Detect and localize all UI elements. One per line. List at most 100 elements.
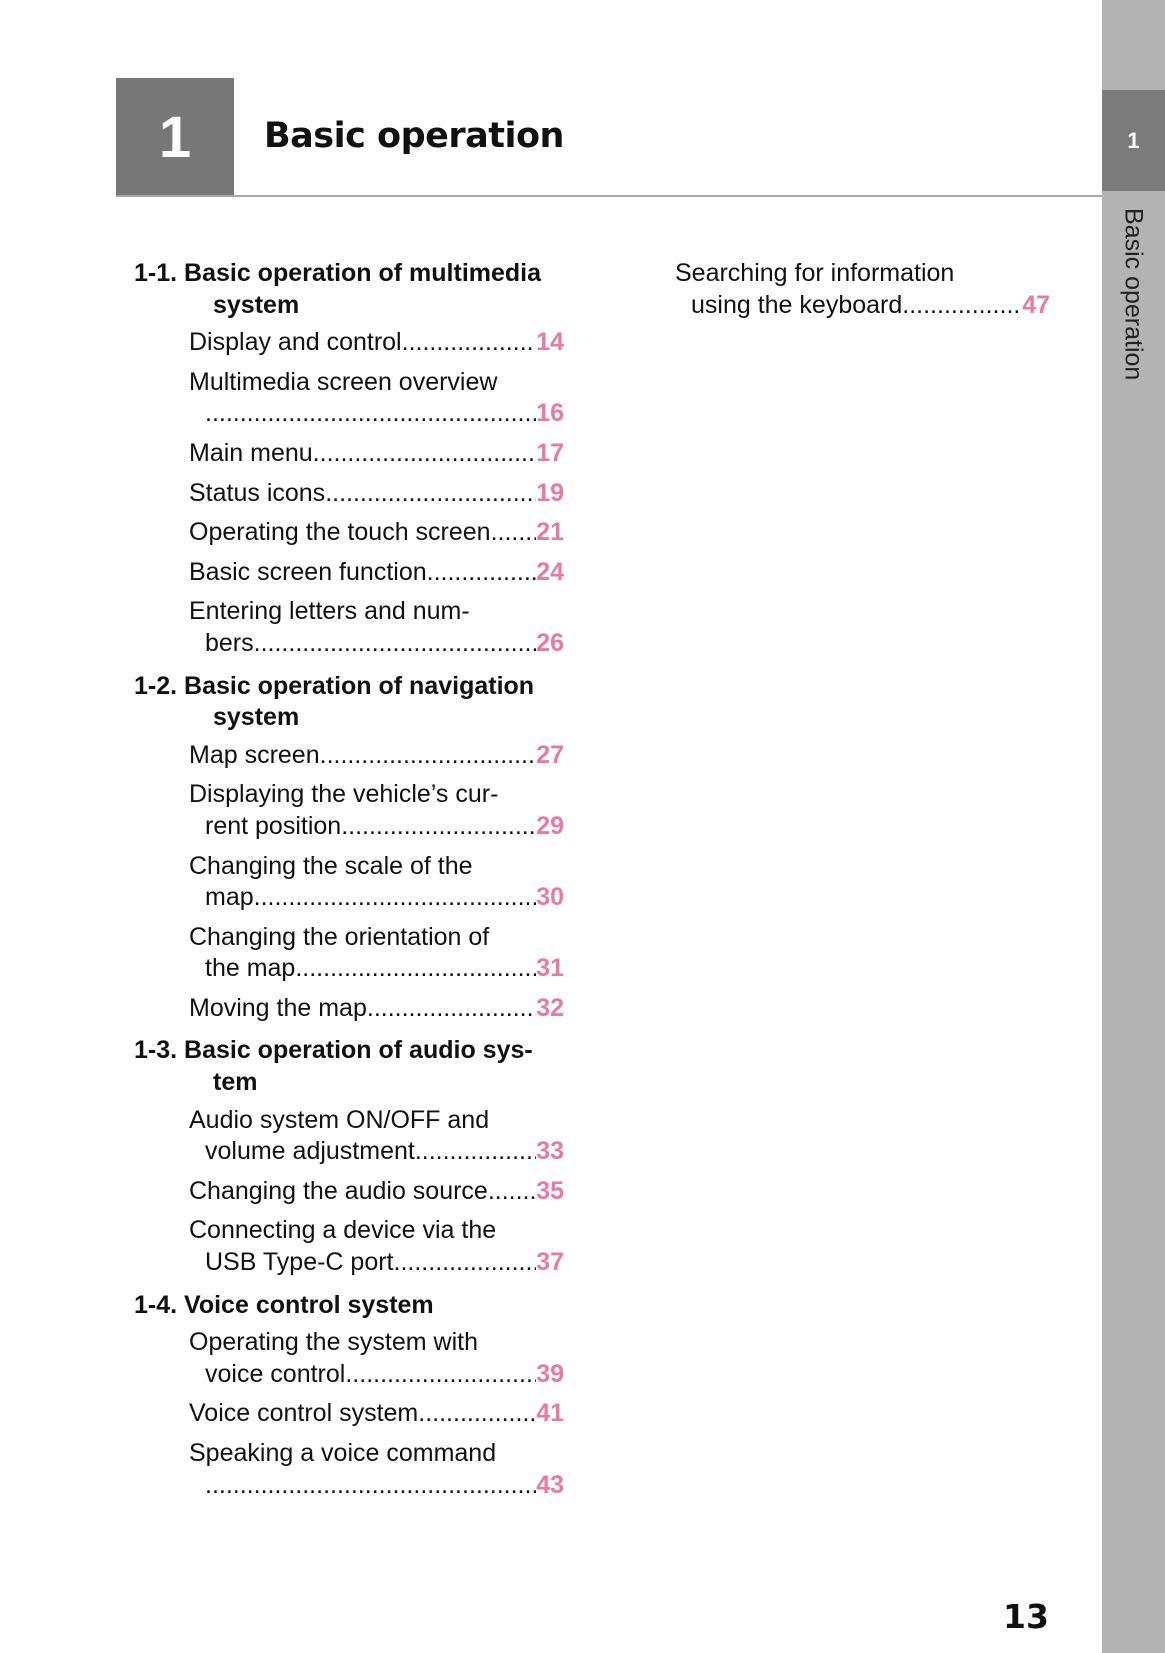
entry-line: Searching for information: [675, 258, 1050, 290]
dot-leader: [367, 993, 536, 1025]
toc-section-heading: 1-4. Voice control system: [134, 1290, 564, 1322]
entry-line: Moving the map 32: [189, 993, 564, 1025]
dot-leader: [427, 557, 537, 589]
entry-line: Operating the touch screen 21: [189, 517, 564, 549]
entry-title: Operating the touch screen: [189, 518, 491, 547]
toc-entry[interactable]: Multimedia screen overview 16: [134, 367, 564, 430]
heading-text: 1-2. Basic operation of navigation: [134, 671, 535, 700]
chapter-title: Basic operation: [264, 116, 564, 156]
page-ref[interactable]: 17: [536, 438, 564, 467]
page-ref[interactable]: 27: [536, 740, 564, 769]
dot-leader: [488, 1176, 536, 1208]
dot-leader: [402, 327, 537, 359]
toc-entry[interactable]: Display and control 14: [134, 327, 564, 359]
page-ref[interactable]: 24: [536, 557, 564, 586]
toc-entry[interactable]: Changing the audio source 35: [134, 1176, 564, 1208]
chapter-tab[interactable]: 1: [1102, 90, 1165, 191]
entry-line-cont: USB Type-C port 37: [189, 1247, 564, 1279]
page-ref[interactable]: 35: [536, 1176, 564, 1205]
toc-entry[interactable]: Voice control system 41: [134, 1398, 564, 1430]
toc-entry[interactable]: Operating the touch screen 21: [134, 517, 564, 549]
entry-line: Map screen 27: [189, 740, 564, 772]
heading-text-cont: tem: [213, 1068, 258, 1097]
dot-leader: [325, 478, 536, 510]
entry-line: Connecting a device via the: [189, 1215, 564, 1247]
entry-line: Main menu 17: [189, 438, 564, 470]
entry-line: Displaying the vehicle’s cur-: [189, 779, 564, 811]
toc-entry[interactable]: Basic screen function 24: [134, 557, 564, 589]
entry-line: Speaking a voice command: [189, 1438, 564, 1470]
page-ref[interactable]: 37: [536, 1248, 564, 1277]
toc-entry[interactable]: Main menu 17: [134, 438, 564, 470]
toc-entry[interactable]: Displaying the vehicle’s cur-rent positi…: [134, 779, 564, 842]
dot-leader: [345, 1359, 536, 1391]
dot-leader: [205, 398, 536, 430]
entry-line-cont: 16: [189, 398, 564, 430]
page-ref[interactable]: 41: [536, 1399, 564, 1428]
page-ref[interactable]: 39: [536, 1359, 564, 1388]
entry-title: Searching for information: [675, 259, 955, 287]
toc-entry[interactable]: Speaking a voice command 43: [134, 1438, 564, 1501]
page-ref[interactable]: 32: [536, 993, 564, 1022]
toc-entry[interactable]: Searching for information using the keybo…: [675, 258, 1050, 321]
entry-line: Audio system ON/OFF and: [189, 1105, 564, 1137]
page-ref[interactable]: 14: [536, 328, 564, 357]
toc-right-column: Searching for information using the keybo…: [675, 258, 1050, 321]
entry-line-cont: voice control 39: [189, 1359, 564, 1391]
entry-title-cont: USB Type-C port: [205, 1248, 394, 1277]
entry-title: Changing the scale of the: [189, 851, 473, 880]
page-ref[interactable]: 47: [1022, 290, 1050, 319]
page-ref[interactable]: 21: [536, 518, 564, 547]
page-ref[interactable]: 43: [536, 1470, 564, 1499]
dot-leader: [394, 1247, 537, 1279]
toc-entry[interactable]: Status icons 19: [134, 478, 564, 510]
page-ref[interactable]: 19: [536, 478, 564, 507]
page-ref[interactable]: 30: [536, 883, 564, 912]
dot-leader: [205, 1470, 536, 1502]
page-ref[interactable]: 16: [536, 399, 564, 428]
entry-title: Map screen: [189, 740, 320, 769]
dot-leader: [341, 811, 536, 843]
entry-title: Voice control system: [189, 1399, 419, 1428]
toc-entry[interactable]: Entering letters and num-bers 26: [134, 596, 564, 659]
entry-title-cont: map: [205, 883, 254, 912]
page-ref[interactable]: 31: [536, 954, 564, 983]
entry-title-cont: volume adjustment: [205, 1137, 415, 1166]
entry-title: Connecting a device via the: [189, 1216, 497, 1245]
toc-entry[interactable]: Changing the scale of the map 30: [134, 851, 564, 914]
heading-text: 1-1. Basic operation of multimedia: [134, 259, 542, 287]
entry-title: Entering letters and num-: [189, 597, 470, 626]
entry-line: Changing the scale of the: [189, 851, 564, 883]
entry-line-cont: volume adjustment 33: [189, 1136, 564, 1168]
dot-leader: [313, 438, 537, 470]
entry-title-cont: rent position: [205, 811, 342, 840]
heading-text-cont: system: [213, 703, 300, 732]
toc-entry[interactable]: Moving the map 32: [134, 993, 564, 1025]
page-ref[interactable]: 33: [536, 1137, 564, 1166]
entry-title-cont: voice control: [205, 1359, 346, 1388]
toc-entry[interactable]: Connecting a device via the USB Type-C po…: [134, 1215, 564, 1278]
heading-text: 1-3. Basic operation of audio sys-: [134, 1036, 533, 1065]
page-ref[interactable]: 26: [536, 628, 564, 657]
entry-line-cont: 43: [189, 1470, 564, 1502]
page-number: 13: [1003, 1597, 1049, 1636]
dot-leader: [254, 628, 537, 660]
page-ref[interactable]: 29: [536, 811, 564, 840]
entry-title: Status icons: [189, 478, 326, 507]
dot-leader: [491, 517, 537, 549]
entry-line: Operating the system with: [189, 1327, 564, 1359]
heading-text: 1-4. Voice control system: [134, 1290, 434, 1319]
chapter-tab-label: Basic operation: [1119, 208, 1148, 381]
entry-title-cont: the map: [205, 954, 296, 983]
entry-line: Changing the orientation of: [189, 922, 564, 954]
toc-entry[interactable]: Map screen 27: [134, 740, 564, 772]
chapter-number: 1: [158, 104, 192, 170]
dot-leader: [415, 1136, 536, 1168]
chapter-tab-number: 1: [1127, 127, 1140, 153]
entry-title: Multimedia screen overview: [189, 367, 498, 396]
entry-title: Changing the audio source: [189, 1176, 488, 1205]
dot-leader: [254, 882, 537, 914]
toc-entry[interactable]: Audio system ON/OFF and volume adjustment…: [134, 1105, 564, 1168]
toc-entry[interactable]: Changing the orientation of the map 31: [134, 922, 564, 985]
